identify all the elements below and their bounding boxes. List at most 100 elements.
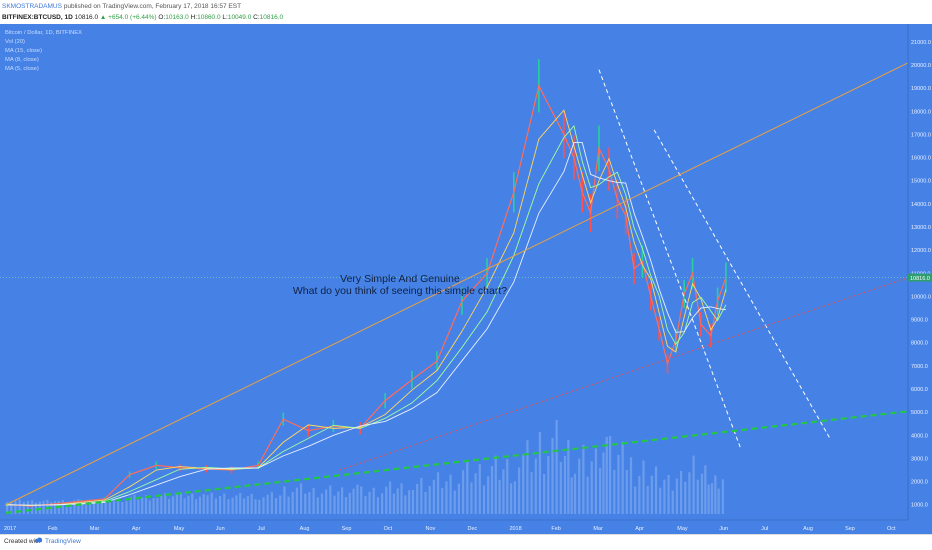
high-label: H: [190,14,198,21]
x-tick-label: May [677,526,688,532]
indicator-ma5[interactable]: MA (5, close) [5,66,39,72]
volume-bar [613,469,616,514]
volume-bar [117,499,120,514]
volume-bar [517,467,521,514]
volume-bar [372,487,375,514]
indicator-ma8[interactable]: MA (8, close) [5,57,39,63]
volume-bar [487,476,490,514]
volume-bar [156,498,159,514]
volume-bar [609,435,612,514]
volume-bar [526,440,529,514]
x-tick-label: Sep [342,526,352,532]
volume-bar [567,439,570,514]
volume-bar [333,495,336,514]
volume-bar [337,491,340,514]
trendline-white-1 [653,129,830,438]
symbol-name: BITFINEX:BTCUSD, 1D [2,14,73,21]
y-tick-label: 19000.0 [911,86,931,92]
published-text: published on TradingView.com, February 1… [63,3,242,10]
indicator-volume[interactable]: Vol (20) [5,39,25,45]
volume-bar [218,495,222,514]
y-tick-label: 2000.0 [911,480,928,486]
x-tick-label: Jul [258,526,265,532]
volume-bar [634,486,637,514]
volume-bar [18,499,21,514]
volume-bar [696,479,699,514]
close-value: 10816.0 [259,14,284,21]
indicator-symbol[interactable]: Bitcoin / Dollar, 1D, BITFINEX [5,30,82,36]
volume-bar [494,455,497,514]
last-price: 10816.0 [74,14,99,21]
volume-bar [38,501,41,514]
volume-bar [6,502,9,514]
time-axis-bg [0,520,932,534]
volume-bar [441,488,444,514]
volume-bar [258,499,261,514]
volume-bar [235,495,238,514]
volume-bar [605,437,608,514]
volume-bar [175,493,179,514]
volume-bar [578,458,581,514]
x-tick-label: 2017 [4,526,16,532]
volume-bar [573,473,577,514]
volume-bar [239,493,242,514]
price-chart[interactable]: 1000.0 2000.0 3000.0 4000.0 5000.0 6000.0 7000… [0,24,932,534]
y-tick-label: 20000.0 [911,63,931,69]
volume-bar [543,474,546,514]
volume-bar [231,497,234,514]
y-tick-label: 15000.0 [911,179,931,185]
trendline-green-4 [5,407,932,514]
author-link[interactable]: SKMOSTRADAMUS [2,3,62,10]
y-tick-label: 9000.0 [911,318,928,324]
volume-bar [274,498,278,514]
volume-bar [14,500,17,514]
volume-bar [385,486,388,514]
volume-bar [638,475,641,514]
x-tick-label: Sep [845,526,855,532]
volume-bar [704,465,707,514]
volume-bar [308,492,311,514]
y-tick-label: 13000.0 [911,225,931,231]
volume-bar [707,484,710,514]
volume-bar [325,489,328,514]
volume-bar [194,499,198,514]
y-tick-label: 14000.0 [911,202,931,208]
volume-bar [129,496,132,514]
volume-bar [513,481,516,514]
volume-bar [679,470,683,514]
volume-bar [667,475,670,514]
x-tick-label: Mar [593,526,603,532]
y-tick-label: 5000.0 [911,410,928,416]
volume-bar [53,501,57,514]
indicator-ma15[interactable]: MA (15, close) [5,48,43,54]
x-tick-label: Oct [384,526,393,532]
volume-bar [168,498,171,514]
volume-bar [675,478,679,514]
tradingview-link[interactable]: TradingView [45,538,81,545]
x-tick-label: Apr [635,526,644,532]
volume-bar [121,502,124,514]
volume-bar [555,420,558,514]
volume-bar [227,499,230,514]
volume-bar [295,487,299,514]
volume-bar [61,500,64,514]
trendline-red-3 [339,268,932,471]
low-value: 10049.0 [227,14,252,21]
volume-bar [688,472,691,514]
volume-bar [164,492,167,514]
volume-bar [411,489,415,514]
volume-bar [304,493,307,514]
volume-bar [100,500,103,514]
volume-bar [283,486,286,514]
open-label: O: [158,14,166,21]
volume-bar [26,500,30,514]
volume-bar [654,466,658,514]
volume-bar [642,460,645,514]
trendline-white-0 [598,69,742,450]
volume-bar [262,497,265,514]
chart-area[interactable]: 1000.0 2000.0 3000.0 4000.0 5000.0 6000.0 7000… [0,24,932,534]
volume-bar [108,501,111,514]
annotation-line-1: Very Simple And Genuine [340,273,460,285]
volume-bar [457,483,461,514]
publish-info: SKMOSTRADAMUS published on TradingView.c… [2,3,241,10]
